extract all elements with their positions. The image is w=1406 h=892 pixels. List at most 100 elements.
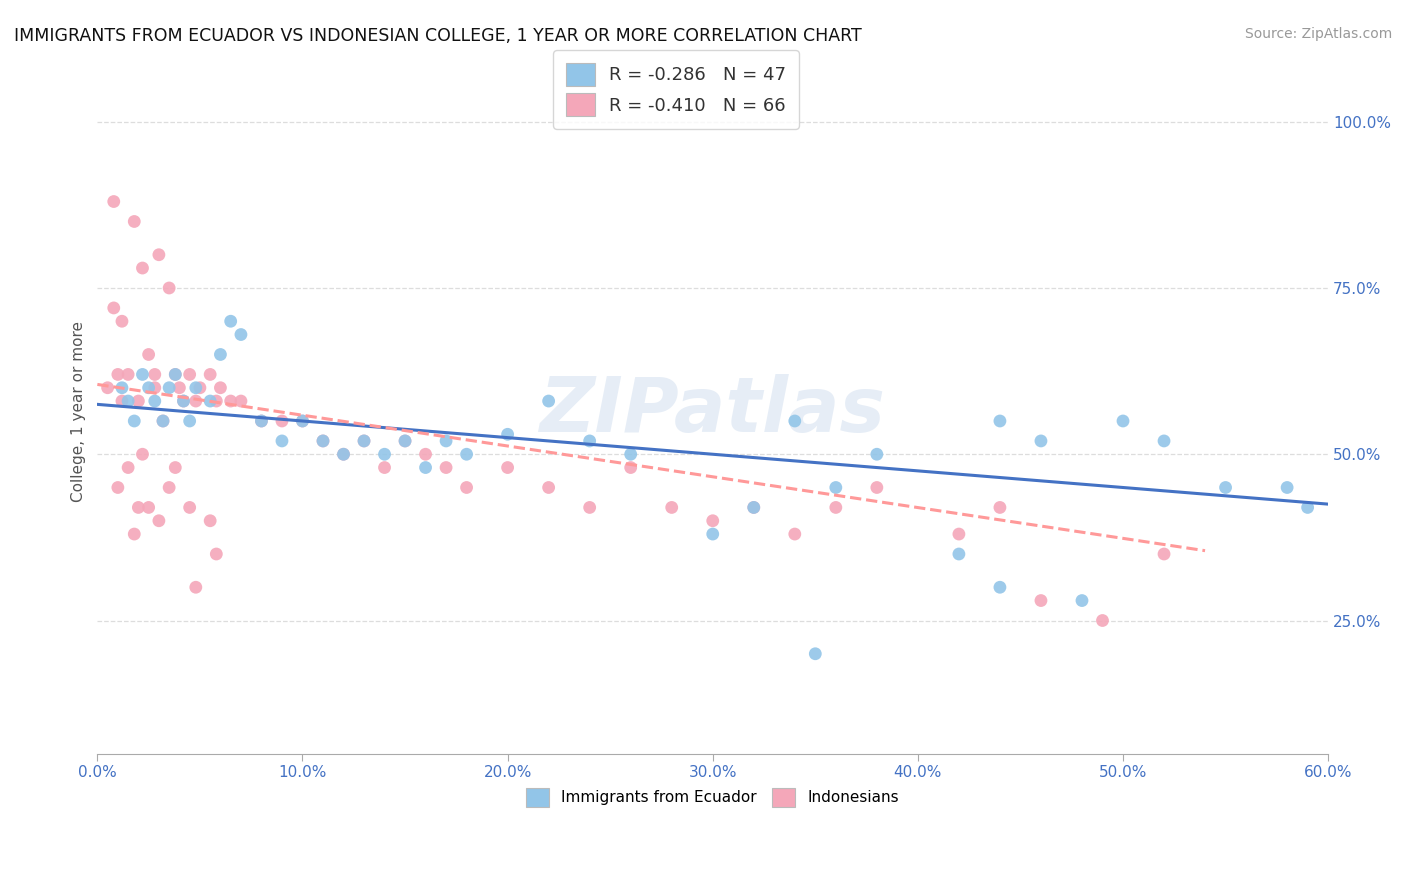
Point [198,514,221,528]
Point [332,447,354,461]
Point [143,394,166,409]
Point [948,547,970,561]
Point [824,500,846,515]
Point [353,434,375,448]
Point [456,481,478,495]
Text: ZIPatlas: ZIPatlas [540,374,886,448]
Point [373,460,395,475]
Point [1153,547,1175,561]
Point [415,460,437,475]
Point [157,381,180,395]
Point [1071,593,1094,607]
Point [394,434,416,448]
Point [1029,593,1052,607]
Point [165,368,187,382]
Point [578,500,600,515]
Point [250,414,273,428]
Point [1215,481,1237,495]
Point [173,394,195,409]
Point [124,214,146,228]
Point [1091,614,1114,628]
Point [353,434,375,448]
Point [165,368,187,382]
Point [496,427,519,442]
Point [209,381,232,395]
Point [988,414,1011,428]
Point [179,414,201,428]
Point [456,447,478,461]
Point [152,414,174,428]
Point [620,460,643,475]
Point [415,447,437,461]
Point [229,327,252,342]
Point [988,500,1011,515]
Point [131,368,153,382]
Point [148,514,170,528]
Point [127,394,149,409]
Legend: Immigrants from Ecuador, Indonesians: Immigrants from Ecuador, Indonesians [519,780,907,814]
Point [148,248,170,262]
Point [783,527,806,541]
Point [1153,434,1175,448]
Point [111,314,134,328]
Point [312,434,335,448]
Point [143,368,166,382]
Point [169,381,191,395]
Point [179,368,201,382]
Point [219,394,242,409]
Point [198,368,221,382]
Point [373,447,395,461]
Point [250,414,273,428]
Point [620,447,643,461]
Point [117,368,139,382]
Point [271,414,294,428]
Point [783,414,806,428]
Point [124,414,146,428]
Point [1029,434,1052,448]
Point [152,414,174,428]
Point [138,347,160,361]
Point [1112,414,1135,428]
Point [578,434,600,448]
Point [184,381,207,395]
Point [124,527,146,541]
Point [184,580,207,594]
Point [179,500,201,515]
Point [107,368,129,382]
Point [131,260,153,275]
Point [103,301,125,315]
Point [198,394,221,409]
Point [332,447,354,461]
Point [107,481,129,495]
Point [229,394,252,409]
Point [702,514,724,528]
Point [157,281,180,295]
Point [1275,481,1298,495]
Text: IMMIGRANTS FROM ECUADOR VS INDONESIAN COLLEGE, 1 YEAR OR MORE CORRELATION CHART: IMMIGRANTS FROM ECUADOR VS INDONESIAN CO… [14,27,862,45]
Point [138,381,160,395]
Point [111,381,134,395]
Point [866,481,889,495]
Point [742,500,765,515]
Point [117,460,139,475]
Point [434,434,457,448]
Point [173,394,195,409]
Point [824,481,846,495]
Point [537,481,560,495]
Point [312,434,335,448]
Point [97,381,120,395]
Point [157,481,180,495]
Point [1296,500,1319,515]
Point [131,447,153,461]
Point [661,500,683,515]
Point [209,347,232,361]
Point [866,447,889,461]
Point [291,414,314,428]
Point [111,394,134,409]
Point [291,414,314,428]
Text: Source: ZipAtlas.com: Source: ZipAtlas.com [1244,27,1392,41]
Point [434,460,457,475]
Point [103,194,125,209]
Point [143,381,166,395]
Point [165,460,187,475]
